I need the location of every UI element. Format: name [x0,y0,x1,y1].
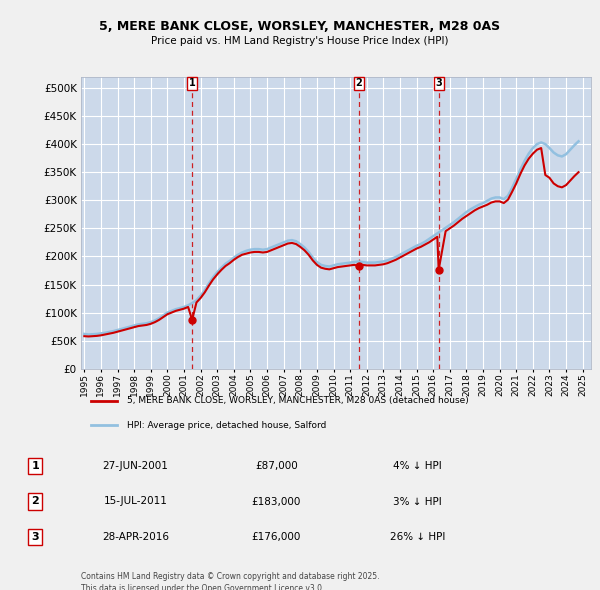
Text: 5, MERE BANK CLOSE, WORSLEY, MANCHESTER, M28 0AS (detached house): 5, MERE BANK CLOSE, WORSLEY, MANCHESTER,… [127,396,469,405]
Text: 4% ↓ HPI: 4% ↓ HPI [393,461,442,471]
Text: £183,000: £183,000 [252,497,301,506]
Text: 26% ↓ HPI: 26% ↓ HPI [390,532,445,542]
Text: 2: 2 [32,497,39,506]
Text: 15-JUL-2011: 15-JUL-2011 [103,497,167,506]
Text: £176,000: £176,000 [252,532,301,542]
Text: 28-APR-2016: 28-APR-2016 [102,532,169,542]
Text: 3: 3 [32,532,39,542]
Text: 1: 1 [189,78,196,88]
Text: HPI: Average price, detached house, Salford: HPI: Average price, detached house, Salf… [127,421,326,430]
Text: Contains HM Land Registry data © Crown copyright and database right 2025.
This d: Contains HM Land Registry data © Crown c… [81,572,380,590]
Text: 3: 3 [435,78,442,88]
Text: 27-JUN-2001: 27-JUN-2001 [103,461,168,471]
Text: 2: 2 [356,78,362,88]
Text: 3% ↓ HPI: 3% ↓ HPI [393,497,442,506]
Text: 1: 1 [32,461,39,471]
Text: Price paid vs. HM Land Registry's House Price Index (HPI): Price paid vs. HM Land Registry's House … [151,37,449,46]
Text: £87,000: £87,000 [255,461,298,471]
Text: 5, MERE BANK CLOSE, WORSLEY, MANCHESTER, M28 0AS: 5, MERE BANK CLOSE, WORSLEY, MANCHESTER,… [100,20,500,33]
